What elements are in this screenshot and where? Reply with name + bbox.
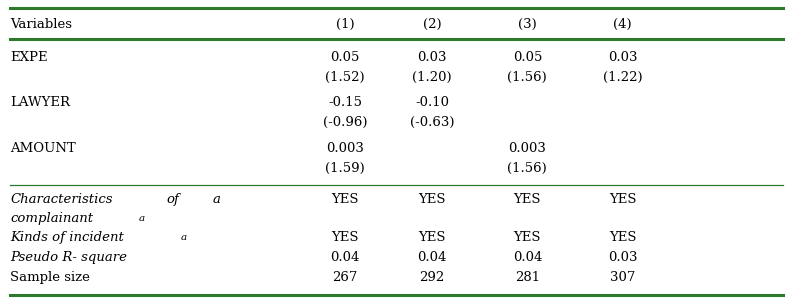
Text: 0.03: 0.03 [607,251,638,264]
Text: AMOUNT: AMOUNT [10,142,76,155]
Text: (1.56): (1.56) [508,70,547,84]
Text: 0.05: 0.05 [330,51,360,64]
Text: Kinds of incident: Kinds of incident [10,230,125,244]
Text: of: of [167,193,179,206]
Text: 267: 267 [332,271,358,284]
Text: (1.52): (1.52) [325,70,365,84]
Text: (1.20): (1.20) [412,70,452,84]
Text: Characteristics: Characteristics [10,193,113,206]
Text: 0.04: 0.04 [417,251,447,264]
Text: (1.56): (1.56) [508,162,547,175]
Text: 0.05: 0.05 [512,51,542,64]
Text: Pseudo R- square: Pseudo R- square [10,251,128,264]
Text: (2): (2) [423,18,442,31]
Text: EXPE: EXPE [10,51,48,64]
Text: a: a [139,214,145,223]
Text: YES: YES [419,193,446,206]
Text: YES: YES [331,193,358,206]
Text: LAWYER: LAWYER [10,96,71,109]
Text: (1.59): (1.59) [325,162,365,175]
Text: 307: 307 [610,271,635,284]
Text: (3): (3) [518,18,537,31]
Text: YES: YES [609,230,636,244]
Text: 0.003: 0.003 [508,142,546,155]
Text: complainant: complainant [10,211,94,225]
Text: YES: YES [514,230,541,244]
Text: YES: YES [419,230,446,244]
Text: (-0.96): (-0.96) [323,116,367,129]
Text: Variables: Variables [10,18,72,31]
Text: YES: YES [609,193,636,206]
Text: 0.04: 0.04 [512,251,542,264]
Text: -0.10: -0.10 [416,96,449,109]
Text: YES: YES [514,193,541,206]
Text: 0.003: 0.003 [326,142,364,155]
Text: 0.03: 0.03 [607,51,638,64]
Text: 0.04: 0.04 [330,251,360,264]
Text: (1): (1) [335,18,354,31]
Text: 292: 292 [419,271,445,284]
Text: Sample size: Sample size [10,271,90,284]
Text: (4): (4) [613,18,632,31]
Text: YES: YES [331,230,358,244]
Text: (-0.63): (-0.63) [410,116,454,129]
Text: -0.15: -0.15 [328,96,362,109]
Text: a: a [181,233,187,242]
Text: 0.03: 0.03 [417,51,447,64]
Text: (1.22): (1.22) [603,70,642,84]
Text: 281: 281 [515,271,540,284]
Text: a: a [213,193,220,206]
